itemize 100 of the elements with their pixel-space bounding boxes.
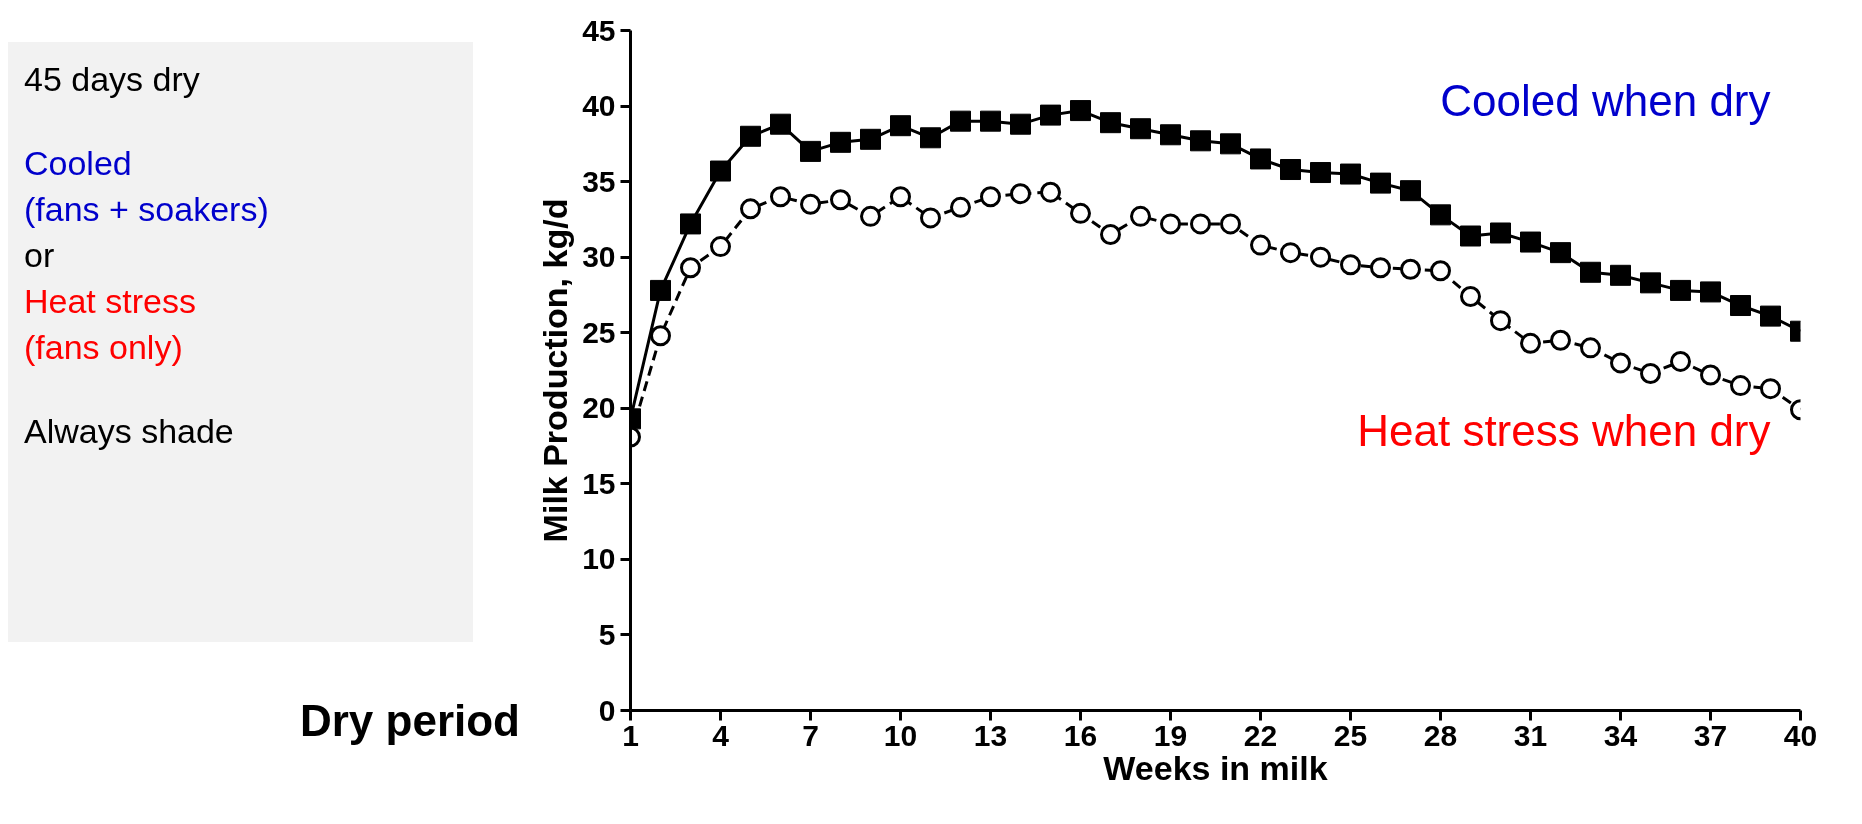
point [980, 110, 1001, 132]
point [1490, 310, 1511, 332]
point [1610, 264, 1631, 286]
point [950, 110, 971, 132]
point [1310, 162, 1331, 184]
y-tick-label: 10 [582, 542, 616, 576]
point [1520, 332, 1541, 354]
x-tick-label: 25 [1333, 718, 1368, 752]
point [1640, 272, 1661, 294]
point [1490, 222, 1511, 244]
point [1400, 180, 1421, 202]
text: Always shade [24, 411, 235, 452]
point [1670, 279, 1691, 301]
y-tick-label: 45 [582, 13, 616, 47]
point [1520, 231, 1541, 253]
point [1430, 204, 1451, 226]
point [1580, 337, 1601, 359]
text: (fans only) [24, 327, 184, 368]
point [1280, 242, 1301, 264]
point [1040, 104, 1061, 126]
x-tick-label: 28 [1423, 718, 1458, 752]
point [920, 127, 941, 149]
text: Heat stress [24, 281, 197, 322]
point [1220, 133, 1241, 155]
point [740, 198, 761, 220]
point [1040, 181, 1061, 203]
point [1130, 118, 1151, 140]
point [1430, 260, 1451, 282]
x-tick-label: 13 [973, 718, 1008, 752]
point [1670, 350, 1691, 372]
x-tick-label: 34 [1603, 718, 1638, 752]
point [860, 205, 881, 227]
y-tick-label: 20 [582, 391, 616, 425]
point [1580, 261, 1601, 283]
point [650, 279, 671, 301]
x-tick-label: 10 [883, 718, 918, 752]
point [1730, 295, 1751, 317]
y-tick-label: 5 [598, 617, 616, 651]
y-axis-title: Milk Production, kg/d [536, 198, 575, 543]
text: (fans + soakers) [24, 189, 269, 230]
point [1340, 254, 1361, 276]
point [860, 128, 881, 150]
y-tick-label: 0 [598, 693, 616, 727]
point [1190, 130, 1211, 152]
point [1130, 205, 1151, 227]
series-label: Heat stress when dry [1357, 406, 1771, 456]
point [1460, 285, 1481, 307]
text: Dry period [299, 695, 520, 747]
x-tick-label: 7 [802, 718, 819, 752]
text: Cooled [24, 143, 133, 184]
point [890, 186, 911, 208]
point [800, 140, 821, 162]
point [710, 236, 731, 258]
point [1010, 113, 1031, 135]
point [1550, 329, 1571, 351]
point [1460, 225, 1481, 247]
point [1220, 213, 1241, 235]
point [800, 193, 821, 215]
point [1730, 375, 1751, 397]
point [1340, 163, 1361, 185]
point [1310, 246, 1331, 268]
point [950, 196, 971, 218]
point [830, 131, 851, 153]
x-tick-label: 4 [712, 718, 730, 752]
point [1160, 124, 1181, 146]
point [1700, 281, 1721, 303]
point [1010, 183, 1031, 205]
point [1100, 112, 1121, 134]
point [920, 207, 941, 229]
point [1070, 100, 1091, 122]
y-tick-label: 25 [582, 315, 616, 349]
point [980, 186, 1001, 208]
point [740, 125, 761, 147]
point [770, 186, 791, 208]
y-tick-label: 40 [582, 89, 616, 123]
point [1760, 378, 1781, 400]
point [770, 113, 791, 135]
point [1760, 305, 1781, 327]
point [1550, 242, 1571, 264]
point [1070, 202, 1091, 224]
point [1190, 213, 1211, 235]
point [1280, 159, 1301, 181]
point [1700, 364, 1721, 386]
text: 45 days dry [24, 59, 201, 100]
y-tick-label: 30 [582, 240, 616, 274]
point [680, 213, 701, 235]
point [650, 325, 671, 347]
point [1640, 363, 1661, 384]
x-tick-label: 40 [1783, 718, 1818, 752]
x-tick-label: 1 [622, 718, 639, 752]
point [830, 189, 851, 211]
point [1250, 148, 1271, 170]
point [1370, 172, 1391, 194]
point [890, 115, 911, 137]
point [1610, 352, 1631, 374]
point [710, 160, 731, 182]
point [1400, 258, 1421, 280]
y-tick-label: 15 [582, 466, 616, 500]
point [1370, 257, 1391, 279]
x-tick-label: 31 [1513, 718, 1548, 752]
